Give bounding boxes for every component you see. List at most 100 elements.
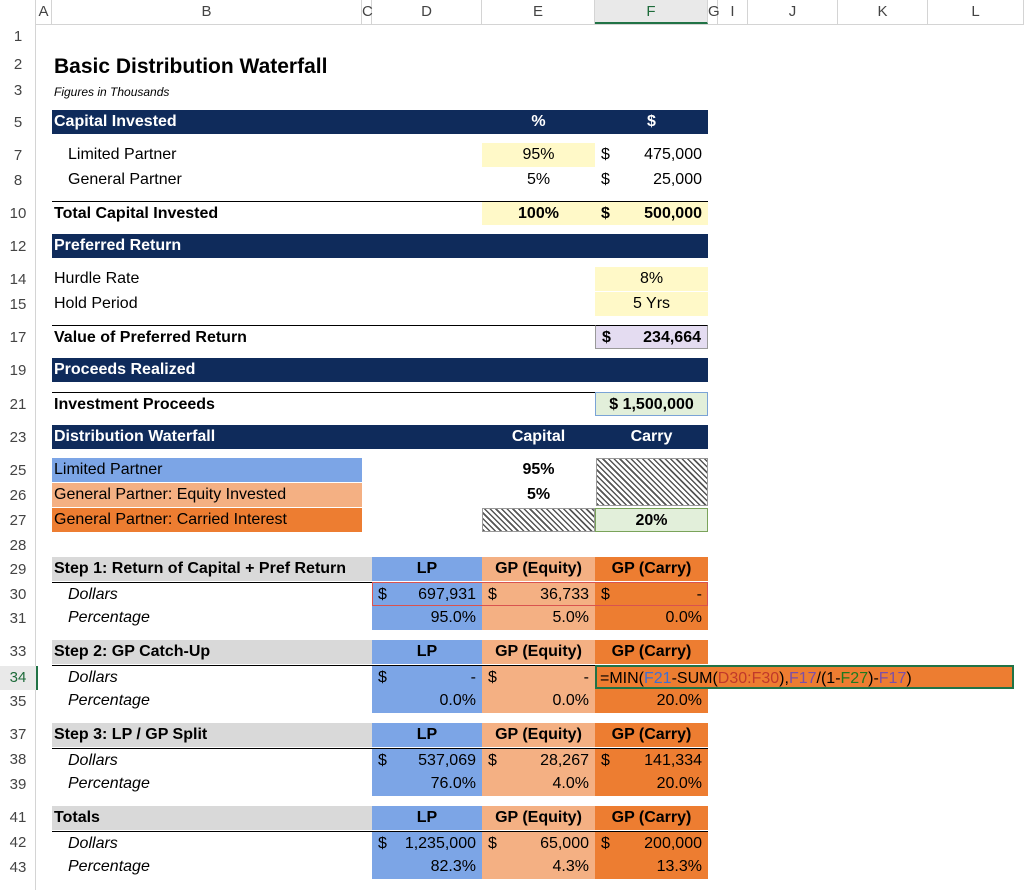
step2-lp-header[interactable]: LP bbox=[372, 640, 482, 664]
step2-gp-equity-dollars[interactable]: $ - bbox=[482, 665, 595, 689]
totals-gp-carry-dollars[interactable]: $200,000 bbox=[595, 831, 708, 855]
totals-lp-header[interactable]: LP bbox=[372, 806, 482, 830]
waterfall-lp-label[interactable]: Limited Partner bbox=[52, 458, 362, 482]
totals-gp-carry-header[interactable]: GP (Carry) bbox=[595, 806, 708, 830]
step2-dollars-label[interactable]: Dollars bbox=[52, 665, 372, 689]
step1-gp-equity-header[interactable]: GP (Equity) bbox=[482, 557, 595, 581]
column-header-k[interactable]: K bbox=[838, 0, 928, 24]
totals-lp-percentage[interactable]: 82.3% bbox=[372, 855, 482, 879]
pref-return-value-label[interactable]: Value of Preferred Return bbox=[52, 325, 595, 349]
waterfall-lp-capital[interactable]: 95% bbox=[522, 461, 555, 478]
step3-lp-dollars[interactable]: $537,069 bbox=[372, 748, 482, 772]
investment-proceeds-label[interactable]: Investment Proceeds bbox=[52, 392, 595, 416]
row-header[interactable]: 14 bbox=[9, 271, 27, 288]
step3-dollars-label[interactable]: Dollars bbox=[52, 748, 372, 772]
row-header[interactable]: 15 bbox=[9, 296, 27, 313]
total-capital-label[interactable]: Total Capital Invested bbox=[52, 201, 482, 225]
row-header[interactable]: 35 bbox=[9, 693, 27, 710]
row-header-selected[interactable]: 34 bbox=[0, 666, 38, 690]
step3-title[interactable]: Step 3: LP / GP Split bbox=[52, 723, 372, 747]
row-header[interactable]: 39 bbox=[9, 776, 27, 793]
step1-gp-equity-percentage[interactable]: 5.0% bbox=[482, 606, 595, 630]
step3-gp-carry-percentage[interactable]: 20.0% bbox=[595, 772, 708, 796]
row-header[interactable]: 12 bbox=[9, 238, 27, 255]
row-header[interactable]: 5 bbox=[13, 114, 23, 131]
row-header[interactable]: 27 bbox=[9, 512, 27, 529]
row-header[interactable]: 29 bbox=[9, 561, 27, 578]
lp-capital-pct[interactable]: 95% bbox=[482, 143, 595, 167]
gp-capital-amount[interactable]: $25,000 bbox=[595, 168, 708, 192]
step2-gp-equity-header[interactable]: GP (Equity) bbox=[482, 640, 595, 664]
row-header[interactable]: 28 bbox=[9, 537, 27, 554]
column-header-g[interactable]: G bbox=[708, 0, 720, 24]
step2-gp-carry-percentage[interactable]: 20.0% bbox=[595, 689, 708, 713]
gp-capital-pct[interactable]: 5% bbox=[526, 171, 551, 188]
step3-gp-carry-header[interactable]: GP (Carry) bbox=[595, 723, 708, 747]
totals-gp-equity-header[interactable]: GP (Equity) bbox=[482, 806, 595, 830]
waterfall-gp-equity-capital[interactable]: 5% bbox=[526, 486, 551, 503]
select-all-corner[interactable] bbox=[0, 0, 36, 24]
step2-lp-dollars[interactable]: $ - bbox=[372, 665, 482, 689]
step2-gp-carry-header[interactable]: GP (Carry) bbox=[595, 640, 708, 664]
investment-proceeds-value[interactable]: $ 1,500,000 bbox=[595, 392, 708, 416]
totals-title[interactable]: Totals bbox=[52, 806, 372, 830]
row-header[interactable]: 38 bbox=[9, 751, 27, 768]
step3-percentage-label[interactable]: Percentage bbox=[68, 775, 150, 792]
step3-gp-equity-header[interactable]: GP (Equity) bbox=[482, 723, 595, 747]
row-header[interactable]: 21 bbox=[9, 396, 27, 413]
lp-capital-label[interactable]: Limited Partner bbox=[68, 146, 177, 163]
row-header[interactable]: 25 bbox=[9, 462, 27, 479]
gp-capital-label[interactable]: General Partner bbox=[68, 171, 182, 188]
step1-lp-percentage[interactable]: 95.0% bbox=[372, 606, 482, 630]
total-capital-amount[interactable]: $500,000 bbox=[595, 201, 708, 225]
column-header-i[interactable]: I bbox=[718, 0, 748, 24]
step2-percentage-label[interactable]: Percentage bbox=[68, 692, 150, 709]
column-header-b[interactable]: B bbox=[52, 0, 362, 24]
step3-gp-carry-dollars[interactable]: $141,334 bbox=[595, 748, 708, 772]
row-header[interactable]: 17 bbox=[9, 329, 27, 346]
step1-lp-dollars[interactable]: $697,931 bbox=[372, 582, 482, 606]
row-header[interactable]: 3 bbox=[13, 82, 23, 99]
totals-percentage-label[interactable]: Percentage bbox=[68, 858, 150, 875]
step2-lp-percentage[interactable]: 0.0% bbox=[372, 689, 482, 713]
totals-gp-equity-dollars[interactable]: $65,000 bbox=[482, 831, 595, 855]
column-header-j[interactable]: J bbox=[748, 0, 838, 24]
column-header-e[interactable]: E bbox=[482, 0, 595, 24]
row-header[interactable]: 10 bbox=[9, 205, 27, 222]
column-header-l[interactable]: L bbox=[928, 0, 1024, 24]
waterfall-gp-equity-label[interactable]: General Partner: Equity Invested bbox=[52, 483, 362, 507]
step1-gp-carry-percentage[interactable]: 0.0% bbox=[595, 606, 708, 630]
step3-lp-header[interactable]: LP bbox=[372, 723, 482, 747]
step2-gp-equity-percentage[interactable]: 0.0% bbox=[482, 689, 595, 713]
row-header[interactable]: 26 bbox=[9, 487, 27, 504]
step1-dollars-label[interactable]: Dollars bbox=[52, 582, 372, 606]
step3-gp-equity-percentage[interactable]: 4.0% bbox=[482, 772, 595, 796]
total-capital-pct[interactable]: 100% bbox=[482, 201, 595, 225]
proceeds-realized-header[interactable]: Proceeds Realized bbox=[52, 358, 708, 382]
waterfall-gp-carry-rate[interactable]: 20% bbox=[595, 508, 708, 532]
step2-title[interactable]: Step 2: GP Catch-Up bbox=[52, 640, 372, 664]
hurdle-rate-label[interactable]: Hurdle Rate bbox=[54, 270, 140, 287]
column-header-c[interactable]: C bbox=[362, 0, 373, 24]
step1-gp-equity-dollars[interactable]: $36,733 bbox=[482, 582, 595, 606]
hold-period-value[interactable]: 5 Yrs bbox=[595, 292, 708, 316]
preferred-return-header[interactable]: Preferred Return bbox=[52, 234, 708, 258]
waterfall-gp-carry-label[interactable]: General Partner: Carried Interest bbox=[52, 508, 362, 532]
column-header-d[interactable]: D bbox=[372, 0, 482, 24]
row-header[interactable]: 30 bbox=[9, 586, 27, 603]
hold-period-label[interactable]: Hold Period bbox=[54, 295, 138, 312]
sheet-title[interactable]: Basic Distribution Waterfall bbox=[54, 55, 328, 78]
pref-return-value[interactable]: $234,664 bbox=[595, 325, 708, 349]
row-header[interactable]: 42 bbox=[9, 834, 27, 851]
totals-dollars-label[interactable]: Dollars bbox=[52, 831, 372, 855]
row-header[interactable]: 2 bbox=[13, 56, 23, 73]
row-header[interactable]: 43 bbox=[9, 859, 27, 876]
step1-percentage-label[interactable]: Percentage bbox=[68, 609, 150, 626]
row-header[interactable]: 1 bbox=[13, 28, 23, 45]
row-header[interactable]: 33 bbox=[9, 643, 27, 660]
row-header[interactable]: 37 bbox=[9, 726, 27, 743]
sheet-subtitle[interactable]: Figures in Thousands bbox=[54, 85, 170, 99]
step1-title[interactable]: Step 1: Return of Capital + Pref Return bbox=[52, 557, 372, 581]
column-header-f[interactable]: F bbox=[595, 0, 708, 24]
totals-lp-dollars[interactable]: $1,235,000 bbox=[372, 831, 482, 855]
